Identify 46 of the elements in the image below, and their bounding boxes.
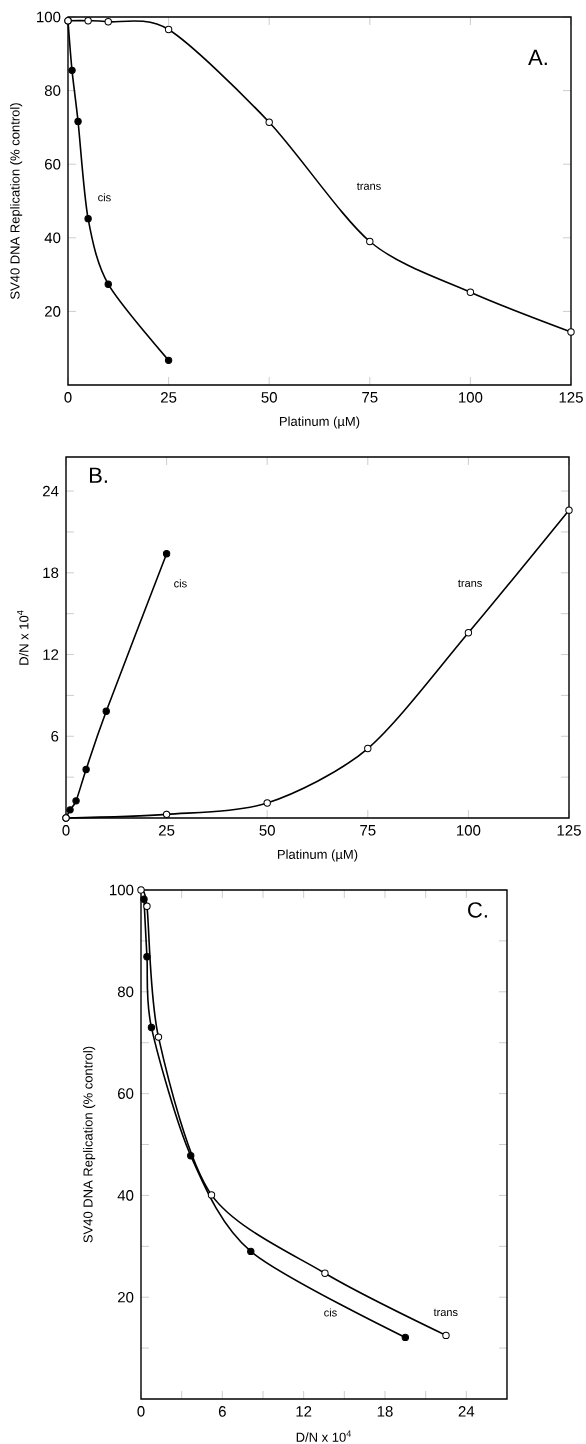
- y-tick-label: 20: [45, 306, 61, 317]
- x-axis-title: D/N x 10$^{4}$: [296, 1430, 352, 1442]
- x-tick-label: 0: [62, 825, 70, 836]
- y-tick-label: 60: [45, 158, 61, 170]
- x-tick-label: 24: [458, 1406, 475, 1417]
- x-tick-label: 75: [362, 392, 378, 403]
- series-label: trans: [433, 1308, 458, 1317]
- annotation: C.: [468, 902, 487, 918]
- y-tick-label: 12: [43, 649, 59, 660]
- annotation: B.: [89, 467, 107, 483]
- x-axis-title: Platinum (µM): [279, 416, 360, 429]
- annotation: A.: [528, 49, 547, 65]
- x-tick-label: 100: [457, 825, 481, 836]
- x-tick-label: 125: [559, 392, 583, 403]
- y-tick-label: 60: [118, 1088, 134, 1099]
- y-axis-title: SV40 DNA Replication (% control): [10, 103, 23, 300]
- x-tick-label: 125: [557, 825, 581, 836]
- y-tick-label: 100: [37, 11, 61, 23]
- x-tick-label: 18: [377, 1406, 393, 1417]
- x-tick-label: 50: [259, 825, 275, 836]
- x-tick-label: 0: [64, 392, 72, 403]
- x-tick-label: 50: [261, 392, 277, 403]
- series-label: cis: [174, 579, 187, 588]
- y-axis-title: D/N x 10$^{4}$: [17, 610, 29, 665]
- x-tick-label: 25: [159, 825, 175, 836]
- x-tick-label: 100: [459, 392, 483, 403]
- y-tick-label: 100: [110, 884, 134, 896]
- x-tick-label: 0: [137, 1406, 145, 1417]
- y-tick-label: 20: [118, 1291, 134, 1303]
- series-label: trans: [458, 579, 482, 587]
- y-tick-label: 80: [117, 986, 134, 998]
- y-tick-label: 24: [43, 485, 59, 497]
- text: trans: [356, 182, 381, 190]
- x-tick-label: 12: [296, 1406, 312, 1417]
- series-label: cis: [324, 1308, 337, 1317]
- y-tick-label: 6: [51, 730, 59, 742]
- y-tick-label: 40: [44, 232, 61, 244]
- x-tick-label: 75: [360, 825, 376, 836]
- y-tick-label: 40: [117, 1190, 134, 1201]
- series-label: cis: [98, 193, 111, 202]
- y-tick-label: 80: [44, 85, 61, 96]
- x-axis-title: Platinum (µM): [277, 849, 358, 862]
- x-tick-label: 25: [161, 392, 177, 403]
- y-axis-title: SV40 DNA Replication (% control): [83, 1046, 96, 1243]
- x-tick-label: 6: [218, 1406, 226, 1417]
- y-tick-label: 18: [43, 567, 59, 579]
